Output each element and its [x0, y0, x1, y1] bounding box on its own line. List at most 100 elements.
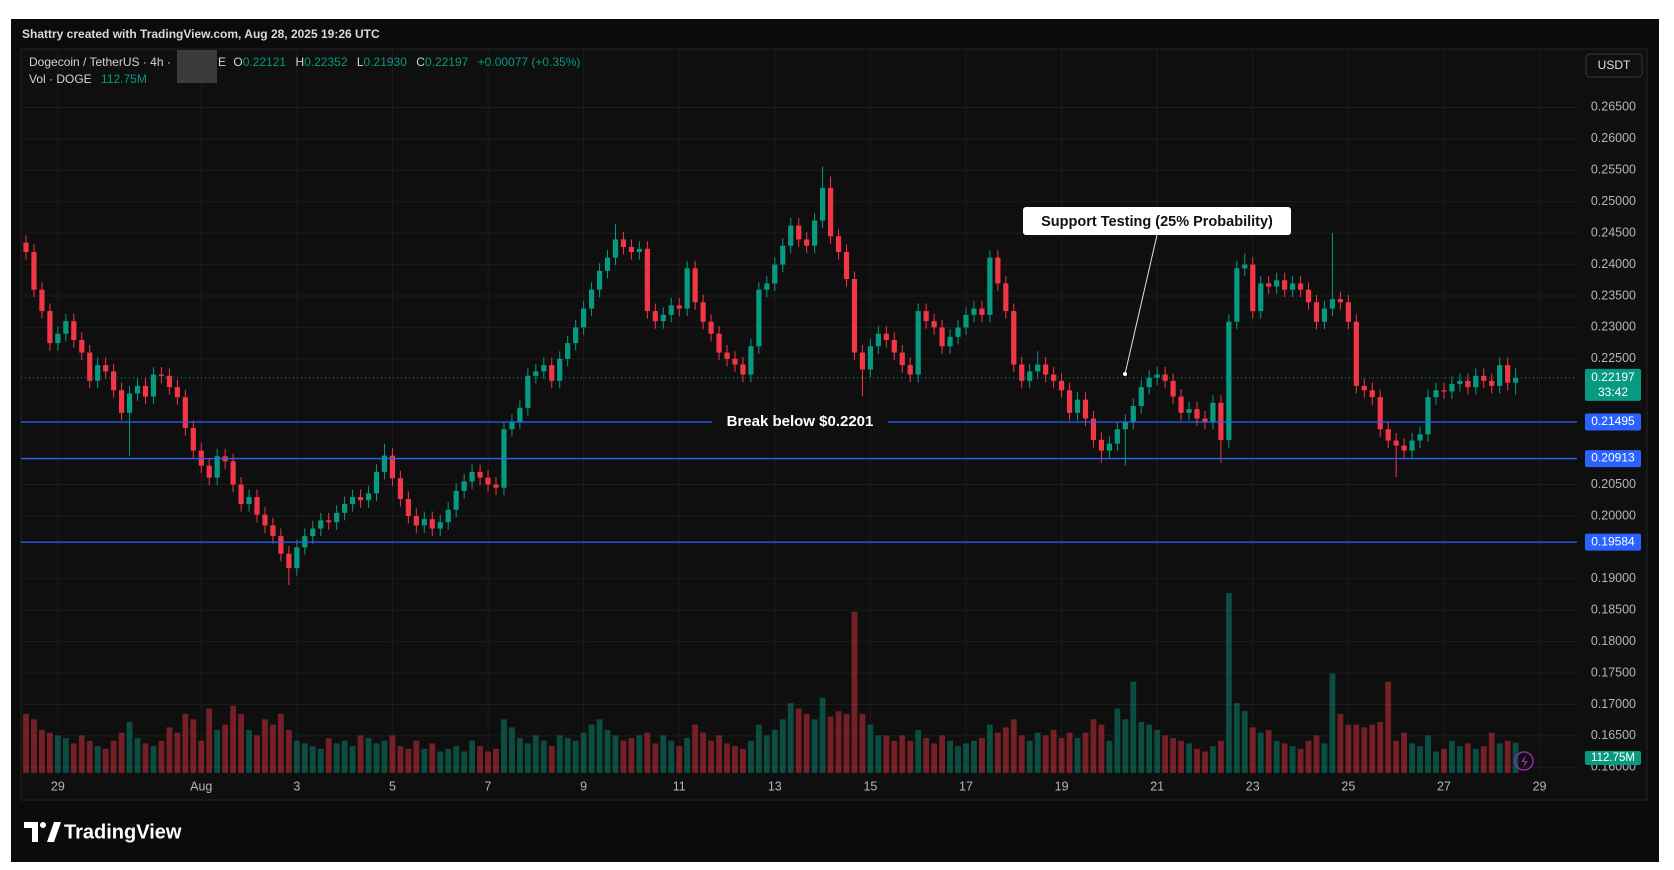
volume-bar [293, 740, 300, 773]
volume-badge [1585, 751, 1641, 765]
volume-bar [596, 719, 603, 773]
annotation-box [1023, 207, 1291, 235]
candle-body [461, 481, 467, 491]
candle-body [581, 308, 587, 328]
volume-bar [1385, 681, 1392, 773]
currency-button[interactable] [1585, 53, 1643, 78]
volume-bar [1393, 740, 1400, 773]
volume-bar [134, 738, 141, 773]
volume-bar [214, 730, 221, 773]
candle-body [748, 346, 754, 375]
volume-bar [564, 738, 571, 773]
volume-bar [493, 748, 499, 773]
legend-value: 0.21930 [364, 55, 408, 69]
volume-bar [238, 713, 244, 773]
volume-bar [1313, 735, 1320, 773]
volume-bar [787, 703, 794, 773]
candle-body [254, 497, 260, 515]
volume-bar [612, 735, 619, 773]
currency-label[interactable]: USDT [1598, 58, 1631, 72]
candle-body [453, 490, 459, 510]
volume-bar [740, 748, 746, 773]
volume-bar [373, 743, 380, 773]
x-tick-label: 3 [293, 779, 300, 793]
x-tick-label: 23 [1246, 779, 1260, 793]
candle-body [1011, 311, 1017, 365]
candle-body [525, 375, 531, 408]
volume-bar [1034, 732, 1041, 773]
candle-body [1226, 321, 1232, 440]
volume-bar [254, 735, 260, 773]
candle-body [118, 390, 125, 413]
candle-body [1027, 371, 1033, 381]
candle-body [39, 289, 45, 312]
candle-body [628, 246, 635, 252]
volume-bar [1162, 735, 1169, 773]
candle-body [1130, 405, 1136, 422]
candle-body [158, 374, 165, 376]
candle-body [238, 484, 244, 505]
volume-bar [461, 751, 468, 773]
candle-body [1258, 283, 1264, 312]
volume-bar [1249, 727, 1256, 773]
volume-bar [843, 713, 850, 773]
candle-body [214, 456, 220, 478]
volume-bar [755, 724, 762, 773]
candle-body [206, 465, 212, 478]
candle-body [1377, 397, 1383, 430]
candle-body [588, 289, 595, 309]
alert-icon-bolt [1521, 755, 1528, 768]
candle-body [445, 509, 451, 523]
volume-bar [142, 743, 149, 773]
candle-body [1043, 364, 1049, 375]
volume-bar [1265, 730, 1272, 773]
volume-bar [779, 719, 786, 773]
candle-body [1250, 264, 1256, 312]
volume-bar [516, 738, 523, 773]
volume-bar [955, 746, 961, 773]
volume-bar [453, 746, 460, 773]
candle-body [756, 289, 762, 347]
candle-body [1106, 443, 1112, 451]
candle-body [788, 225, 794, 246]
volume-bar [668, 740, 675, 773]
candle-body [1337, 299, 1343, 303]
volume-bar [652, 743, 659, 773]
volume-bar [1417, 746, 1423, 773]
candle-body [270, 525, 276, 537]
volume-bar [1002, 727, 1009, 773]
annotation-point [1123, 372, 1127, 376]
candle-body [1489, 380, 1495, 386]
last-price-badge [1585, 368, 1641, 401]
candle-body [1003, 283, 1009, 312]
volume-bar [429, 743, 436, 773]
y-tick-label: 0.20500 [1591, 477, 1636, 491]
candle-body [1122, 421, 1128, 430]
x-tick-label: 13 [768, 779, 782, 793]
volume-bar [986, 724, 993, 773]
volume-legend: Vol · DOGE 112.75M [29, 72, 147, 86]
candle-body [652, 311, 658, 322]
candle-body [596, 270, 603, 290]
volume-bar [1345, 724, 1352, 773]
legend-key: L [357, 55, 364, 69]
candle-body [318, 520, 324, 529]
volume-bar [580, 732, 587, 773]
volume-badge-label: 112.75M [1591, 752, 1635, 764]
candle-body [1154, 374, 1160, 378]
volume-bar [1122, 719, 1129, 773]
candle-body [971, 308, 977, 315]
candle-body [684, 268, 690, 309]
volume-bar [684, 738, 691, 773]
volume-bar [891, 740, 898, 773]
volume-bar [556, 735, 563, 773]
y-tick-label: 0.17000 [1591, 697, 1636, 711]
brand-logo: TradingView [24, 821, 182, 843]
candle-body [915, 311, 921, 375]
volume-bar [1329, 673, 1336, 773]
volume-bar [158, 740, 165, 773]
volume-bar [341, 740, 348, 773]
volume-bar [636, 735, 643, 773]
volume-bar [222, 724, 229, 773]
candle-body [1353, 321, 1359, 386]
